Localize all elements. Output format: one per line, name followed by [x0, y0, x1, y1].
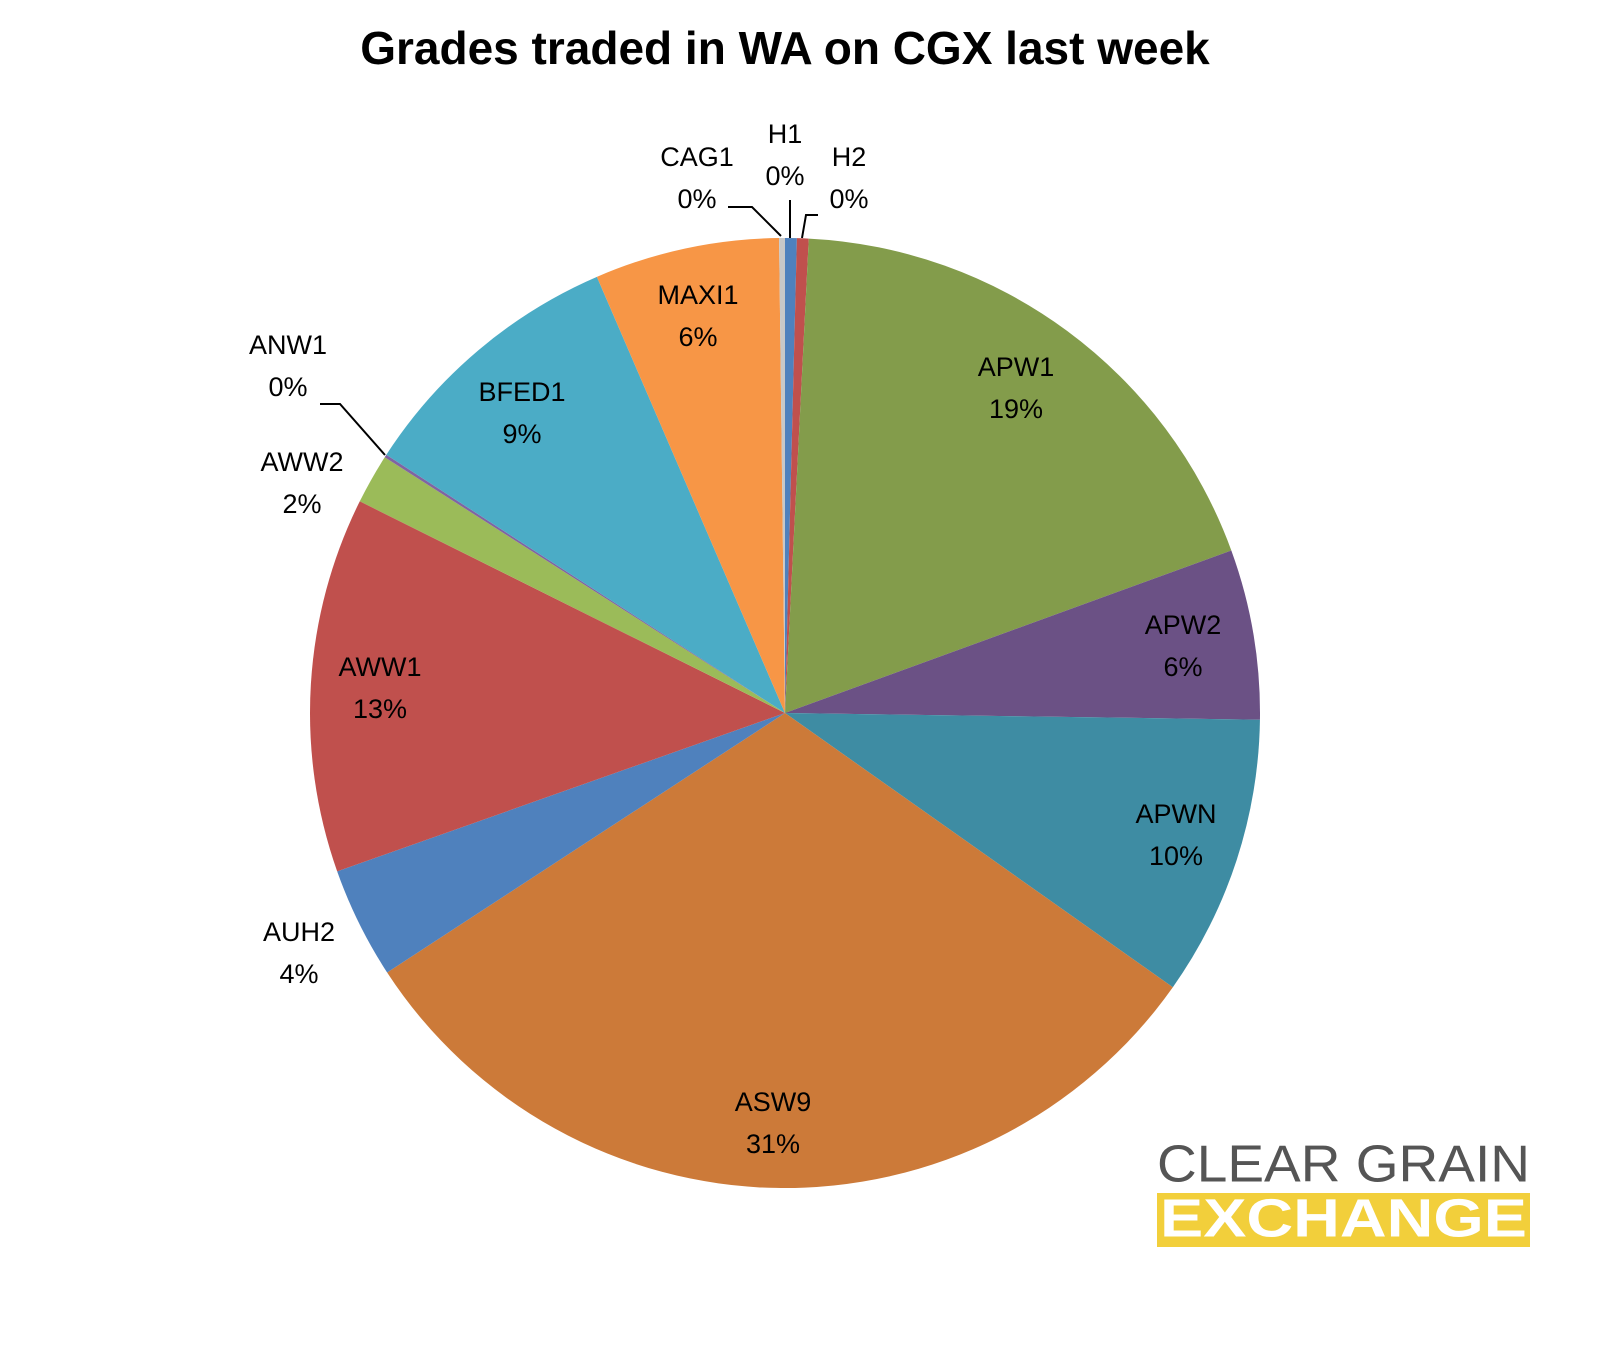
pie-slice [387, 713, 1173, 1188]
slice-category: BFED1 [478, 377, 565, 407]
slice-category: ASW9 [735, 1087, 812, 1117]
slice-value-label: 0% [765, 161, 804, 191]
slice-category: AWW1 [339, 652, 422, 682]
slice-value-label: 6% [1163, 652, 1202, 682]
pie-slice [596, 238, 785, 713]
pie-slice [384, 454, 785, 713]
slice-value-label: 9% [502, 419, 541, 449]
slice-value-label: 0% [677, 184, 716, 214]
pie-slice [785, 238, 797, 713]
slice-category: APW2 [1145, 610, 1222, 640]
slice-category: APW1 [978, 352, 1055, 382]
slice-value-label: 13% [353, 694, 407, 724]
pie-slice [359, 457, 785, 713]
slice-category: CAG1 [660, 142, 734, 172]
slice-value-label: 31% [746, 1129, 800, 1159]
slice-value-label: 19% [989, 394, 1043, 424]
logo-band [1157, 1193, 1530, 1247]
slice-value-label: 2% [282, 489, 321, 519]
slice-category: APWN [1136, 799, 1217, 829]
slice-category: H2 [832, 142, 867, 172]
slice-category: H1 [768, 119, 803, 149]
slices [310, 238, 1260, 1188]
chart-title: Grades traded in WA on CGX last week [360, 22, 1210, 74]
slice-value-label: 4% [279, 959, 318, 989]
slice-value-label: 0% [829, 184, 868, 214]
pie-slice [785, 238, 809, 713]
leader-lines [320, 200, 818, 456]
leader-line [728, 206, 782, 237]
slice-value-label: 10% [1149, 841, 1203, 871]
pie-slice [337, 713, 785, 973]
leader-line [801, 214, 818, 239]
slice-value-label: 6% [678, 322, 717, 352]
pie-slice [310, 501, 785, 872]
logo-line2: EXCHANGE [1160, 1188, 1527, 1248]
leader-line [320, 403, 386, 456]
slice-category: ANW1 [249, 330, 327, 360]
slice-category: MAXI1 [657, 280, 738, 310]
pie-slice [785, 550, 1260, 720]
pie-slice [386, 276, 785, 713]
pie-slice [779, 238, 785, 713]
pie-slice [785, 713, 1260, 988]
slice-category: AWW2 [261, 447, 344, 477]
pie-slice [785, 238, 1232, 713]
logo-line1: CLEAR GRAIN [1157, 1136, 1530, 1194]
slice-category: AUH2 [263, 917, 335, 947]
slice-value-label: 0% [268, 372, 307, 402]
